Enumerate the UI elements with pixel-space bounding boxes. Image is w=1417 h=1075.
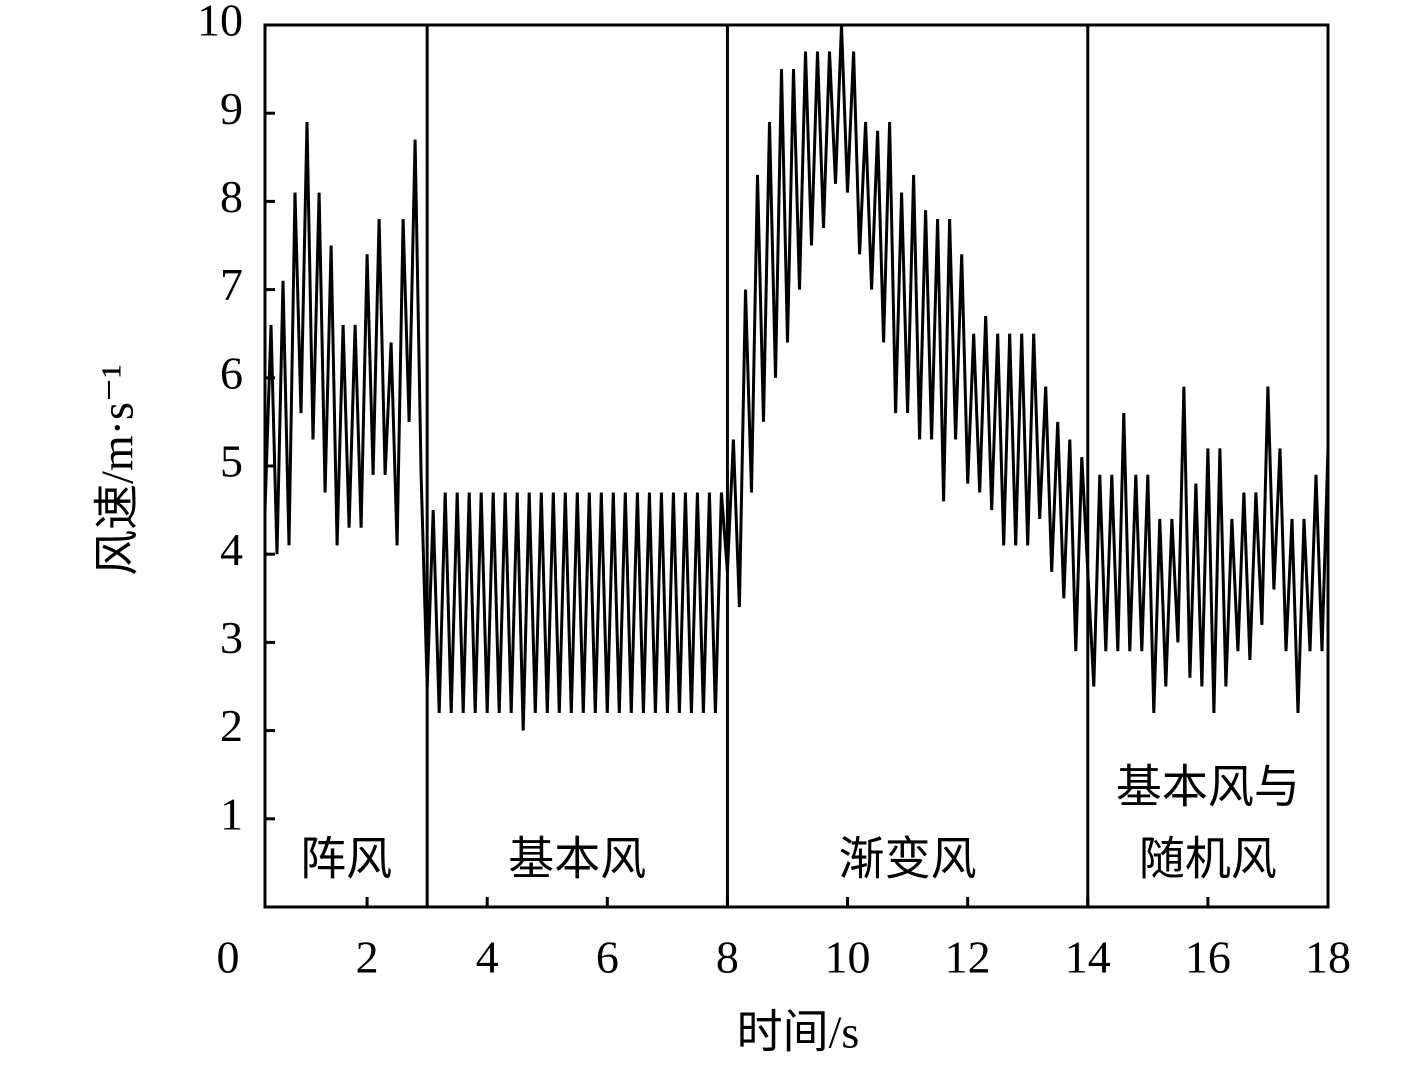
y-tick-label: 6 (220, 347, 243, 398)
x-axis-label: 时间/s (737, 1007, 860, 1058)
plot-frame (263, 23, 1330, 909)
y-tick-label: 7 (220, 259, 243, 310)
region-label: 随机风 (1139, 834, 1277, 885)
y-tick-label: 9 (220, 83, 243, 134)
region-label: 基本风与 (1116, 762, 1300, 813)
x-tick-label: 12 (945, 932, 991, 983)
y-tick-label: 1 (220, 788, 243, 839)
y-tick-label: 8 (220, 171, 243, 222)
x-tick-label: 2 (356, 932, 379, 983)
x-tick-label: 18 (1305, 932, 1351, 983)
x-tick-label: 14 (1065, 932, 1111, 983)
y-tick-label: 5 (220, 436, 243, 487)
x-tick-label: 16 (1185, 932, 1231, 983)
wind-speed-line (263, 24, 1330, 731)
y-axis-label: 风速/m·s⁻¹ (92, 364, 143, 576)
x-tick-label: 8 (716, 932, 739, 983)
x-tick-label: 4 (476, 932, 499, 983)
region-label: 基本风 (508, 834, 646, 885)
y-tick-label: 10 (197, 0, 243, 46)
y-tick-label: 3 (220, 612, 243, 663)
region-label: 阵风 (300, 834, 392, 885)
x-tick-label: 0 (217, 932, 240, 983)
region-label: 渐变风 (839, 834, 977, 885)
y-tick-label: 2 (220, 700, 243, 751)
y-tick-label: 4 (220, 524, 243, 575)
x-tick-label: 6 (596, 932, 619, 983)
x-tick-label: 10 (825, 932, 871, 983)
